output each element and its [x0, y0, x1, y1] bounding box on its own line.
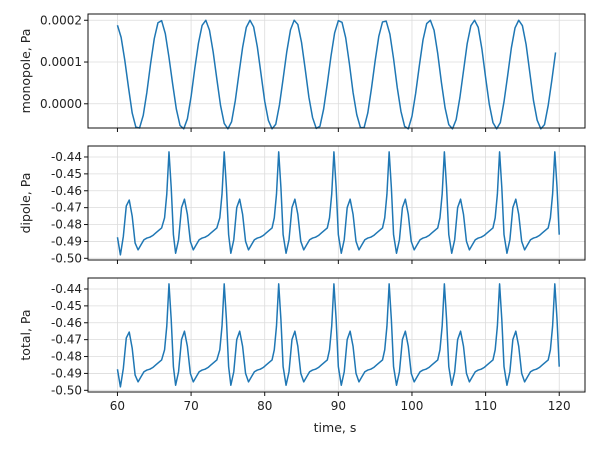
y-tick-label: -0.46	[51, 184, 82, 198]
x-tick-label: 60	[110, 399, 125, 413]
y-tick-label: -0.47	[51, 201, 82, 215]
plot-frame	[87, 277, 586, 393]
panel-1: -0.50 -0.49 -0.48 -0.47 -0.46 -0.45 -0.44 dipol…	[18, 145, 586, 265]
series-line-2-0	[116, 283, 560, 388]
x-axis-label: time, s	[314, 420, 357, 435]
x-tick-label: 70	[183, 399, 198, 413]
plot-frame	[87, 145, 586, 261]
y-tick-label: -0.48	[51, 350, 82, 364]
y-tick-label: -0.49	[51, 366, 82, 380]
panel-0: 0.0000 0.0001 0.0002 monopole, Pa	[18, 13, 586, 132]
y-axis-label: dipole, Pa	[18, 173, 33, 234]
panel-2: 60 70 80 90 100 110 120 -0.50 -0.49 -0.48 -0.47 -0.…	[18, 277, 586, 413]
y-tick-label: -0.45	[51, 299, 82, 313]
x-tick-label: 120	[548, 399, 571, 413]
series-line-0-0	[116, 19, 557, 130]
y-tick-label: -0.48	[51, 218, 82, 232]
y-tick-label: -0.49	[51, 234, 82, 248]
x-tick-label: 100	[401, 399, 424, 413]
x-tick-label: 90	[331, 399, 346, 413]
y-tick-label: -0.50	[51, 383, 82, 397]
y-tick-label: 0.0000	[40, 97, 82, 111]
x-tick-label: 110	[474, 399, 497, 413]
y-tick-label: -0.44	[51, 282, 82, 296]
y-tick-label: -0.46	[51, 316, 82, 330]
y-tick-label: 0.0002	[40, 13, 82, 27]
y-tick-label: 0.0001	[40, 55, 82, 69]
series-line-1-0	[116, 151, 560, 256]
y-tick-label: -0.45	[51, 167, 82, 181]
y-tick-label: -0.44	[51, 150, 82, 164]
y-axis-label: monopole, Pa	[18, 29, 33, 114]
y-axis-label: total, Pa	[18, 309, 33, 360]
plot-frame	[87, 13, 586, 129]
y-tick-label: -0.50	[51, 251, 82, 265]
chart-panels: 0.0000 0.0001 0.0002 monopole, Pa -0.50 -0.49…	[18, 13, 586, 413]
x-tick-label: 80	[257, 399, 272, 413]
y-tick-label: -0.47	[51, 333, 82, 347]
